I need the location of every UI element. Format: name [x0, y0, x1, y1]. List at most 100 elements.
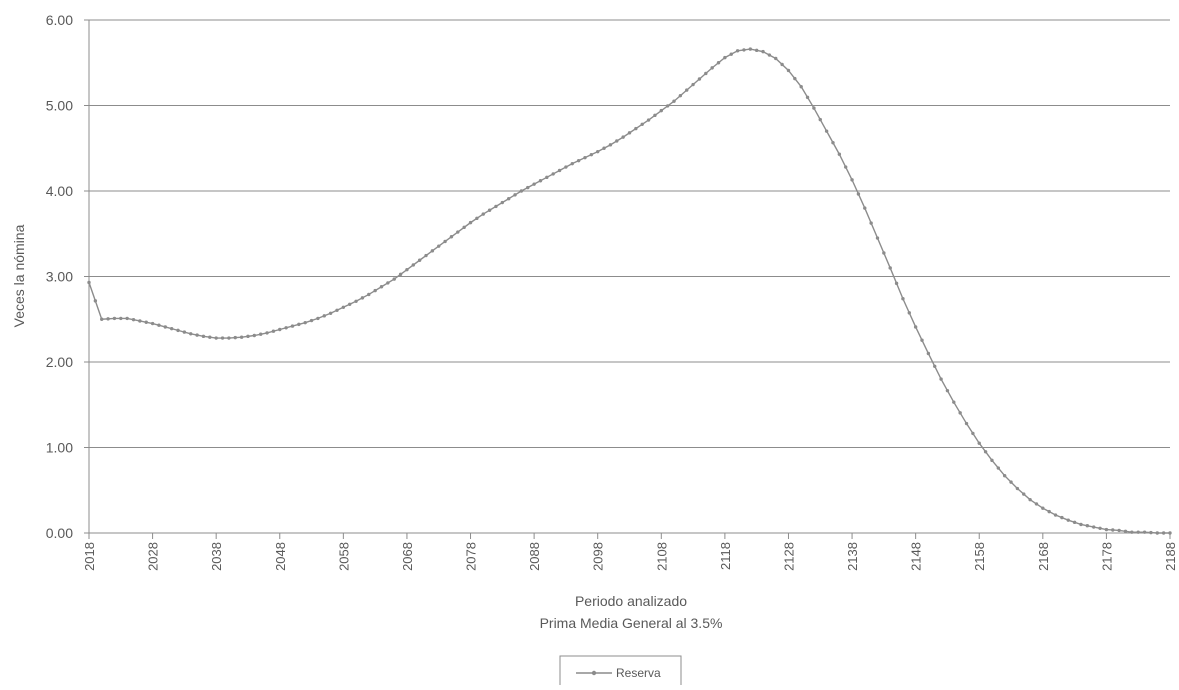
data-point-reserva	[1079, 522, 1083, 527]
data-point-reserva	[774, 56, 778, 61]
data-point-reserva	[685, 88, 689, 92]
data-point-reserva	[882, 251, 886, 255]
data-point-reserva	[583, 155, 587, 160]
y-tick-label: 0.00	[46, 525, 73, 541]
data-point-reserva	[163, 325, 168, 329]
data-point-reserva	[195, 333, 199, 337]
data-point-reserva	[335, 308, 339, 312]
data-point-reserva	[265, 331, 269, 335]
data-point-reserva	[983, 450, 988, 454]
data-point-reserva	[462, 225, 466, 230]
data-point-reserva	[640, 122, 644, 127]
x-tick-label: 2158	[972, 542, 987, 571]
data-point-reserva	[1130, 530, 1134, 534]
data-point-reserva	[449, 235, 454, 239]
data-point-reserva	[169, 326, 174, 331]
data-point-reserva	[1022, 492, 1026, 496]
y-tick-label: 3.00	[46, 269, 73, 285]
data-point-reserva	[576, 158, 581, 163]
data-point-reserva	[278, 327, 282, 332]
data-point-reserva	[844, 165, 848, 169]
data-point-reserva	[481, 212, 485, 216]
data-point-reserva	[964, 421, 969, 426]
data-point-reserva	[309, 318, 314, 323]
data-point-reserva	[996, 466, 1001, 470]
data-point-reserva	[367, 292, 371, 297]
data-point-reserva	[596, 149, 600, 154]
data-point-reserva	[818, 117, 822, 122]
data-point-reserva	[939, 377, 943, 381]
data-point-reserva	[653, 113, 657, 118]
data-point-reserva	[1098, 526, 1102, 530]
x-tick-label: 2078	[464, 542, 479, 571]
data-point-reserva	[538, 179, 543, 183]
data-point-reserva	[1161, 531, 1166, 535]
data-point-reserva	[1066, 518, 1070, 522]
data-point-reserva	[570, 161, 574, 166]
data-point-reserva	[392, 277, 396, 281]
data-point-reserva	[1155, 531, 1159, 535]
data-point-reserva	[341, 305, 346, 309]
data-point-reserva	[621, 135, 625, 139]
data-point-reserva	[557, 168, 562, 173]
axes	[84, 19, 1171, 539]
data-point-reserva	[608, 143, 613, 147]
data-point-reserva	[246, 334, 250, 339]
data-point-reserva	[290, 324, 295, 328]
data-point-reserva	[1015, 486, 1020, 491]
data-point-reserva	[665, 104, 670, 108]
data-point-reserva	[564, 165, 568, 169]
data-point-reserva	[360, 296, 365, 300]
data-point-reserva	[424, 253, 428, 258]
data-point-reserva	[1060, 515, 1064, 520]
data-point-reserva	[646, 118, 651, 122]
data-point-reserva	[443, 239, 447, 244]
data-point-reserva	[659, 108, 663, 113]
data-point-reserva	[1117, 528, 1121, 533]
data-point-reserva	[716, 61, 721, 65]
data-point-reserva	[437, 244, 441, 248]
data-point-reserva	[1009, 480, 1013, 484]
data-point-reserva	[1028, 497, 1032, 502]
data-point-reserva	[990, 458, 994, 463]
data-point-reserva	[748, 47, 753, 51]
data-point-reserva	[729, 52, 733, 56]
data-point-reserva	[506, 196, 511, 201]
data-point-reserva	[888, 266, 892, 270]
series-line-reserva	[88, 48, 1170, 534]
data-point-reserva	[767, 53, 772, 57]
data-point-reserva	[138, 319, 142, 323]
data-point-reserva	[328, 311, 333, 315]
data-point-reserva	[799, 84, 803, 89]
x-tick-label: 2138	[845, 542, 860, 571]
data-point-reserva	[214, 336, 218, 340]
data-point-reserva	[691, 82, 695, 87]
x-tick-label: 2058	[336, 542, 351, 571]
x-tick-label: 2048	[273, 542, 288, 571]
data-point-reserva	[551, 172, 555, 176]
data-point-reserva	[1123, 529, 1128, 533]
data-point-reserva	[589, 152, 594, 157]
y-tick-label: 4.00	[46, 183, 73, 199]
x-tick-label: 2038	[209, 542, 224, 571]
data-point-reserva	[958, 411, 962, 415]
chart-subtitle: Prima Media General al 3.5%	[540, 615, 723, 631]
data-point-reserva	[710, 66, 714, 70]
data-point-reserva	[1041, 506, 1045, 510]
data-point-reserva	[189, 332, 193, 336]
data-point-reserva	[119, 316, 123, 321]
data-point-reserva	[926, 351, 931, 356]
data-point-reserva	[945, 388, 950, 393]
data-point-reserva	[233, 335, 237, 340]
data-point-reserva	[1085, 524, 1090, 528]
data-point-reserva	[812, 106, 816, 110]
data-point-reserva	[316, 316, 320, 321]
data-point-reserva	[602, 146, 606, 150]
data-point-reserva	[208, 335, 212, 339]
data-point-reserva	[284, 326, 288, 330]
data-point-reserva	[417, 258, 422, 262]
data-point-reserva	[793, 76, 797, 81]
data-point-reserva	[100, 317, 104, 321]
data-point-reserva	[634, 126, 638, 131]
